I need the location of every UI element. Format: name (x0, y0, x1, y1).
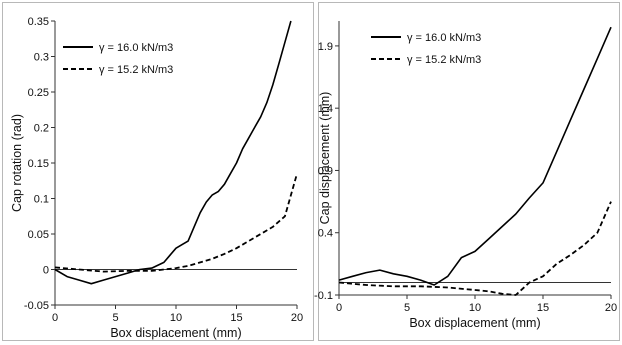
legend-label: γ = 16.0 kN/m3 (407, 32, 481, 44)
y-axis-label: Cap displacement (mm) (318, 92, 332, 225)
series-line-gamma-16-0 (338, 26, 612, 286)
y-tick-label: 0.15 (28, 158, 49, 170)
chart-cap-displacement: -0.1 0.4 0.9 1.4 1.9 0 5 10 15 20 Box displacement… (314, 21, 617, 330)
y-tick-label: -0.1 (314, 290, 333, 302)
y-tick-label: 0.3 (34, 52, 49, 64)
legend-label: γ = 16.0 kN/m3 (99, 42, 173, 54)
y-tick-label: 0.9 (318, 165, 333, 177)
y-tick-label: 0.2 (34, 123, 49, 135)
x-axis-label: Box displacement (mm) (409, 316, 540, 330)
y-tick-label: 0.25 (28, 87, 49, 99)
y-tick-label: 1.9 (318, 41, 333, 53)
x-tick-label: 0 (52, 312, 58, 324)
x-tick-label: 20 (291, 312, 303, 324)
series-line-gamma-16-0 (54, 20, 292, 285)
x-axis-label: Box displacement (mm) (110, 326, 241, 340)
x-tick-label: 15 (230, 312, 242, 324)
y-tick-label: -0.05 (24, 300, 49, 312)
legend-label: γ = 15.2 kN/m3 (99, 64, 173, 76)
x-tick-label: 10 (170, 312, 182, 324)
x-tick-label: 20 (605, 302, 617, 314)
legend-label: γ = 15.2 kN/m3 (407, 54, 481, 66)
series-line-gamma-15-2 (338, 201, 612, 296)
chart-panel-cap-displacement: -0.1 0.4 0.9 1.4 1.9 0 5 10 15 20 Box displacement… (314, 2, 620, 341)
series-line-gamma-15-2 (54, 173, 298, 273)
y-tick-label: 0.05 (28, 229, 49, 241)
y-tick-label: 0.4 (318, 228, 333, 240)
y-tick-label: 1.4 (318, 103, 333, 115)
y-tick-label: 0 (43, 265, 49, 277)
y-axis-label: Cap rotation (rad) (10, 114, 24, 212)
x-tick-label: 0 (336, 302, 342, 314)
y-tick-label: 0.35 (28, 16, 49, 28)
x-tick-label: 5 (112, 312, 118, 324)
x-tick-label: 15 (537, 302, 549, 314)
y-tick-label: 0.1 (34, 194, 49, 206)
x-tick-label: 10 (469, 302, 481, 314)
chart-panel-cap-rotation: -0.05 0 0.05 0.1 0.15 0.2 0.25 0.3 0.35 0 5 10 15 20 B… (2, 2, 314, 341)
x-tick-label: 5 (404, 302, 410, 314)
